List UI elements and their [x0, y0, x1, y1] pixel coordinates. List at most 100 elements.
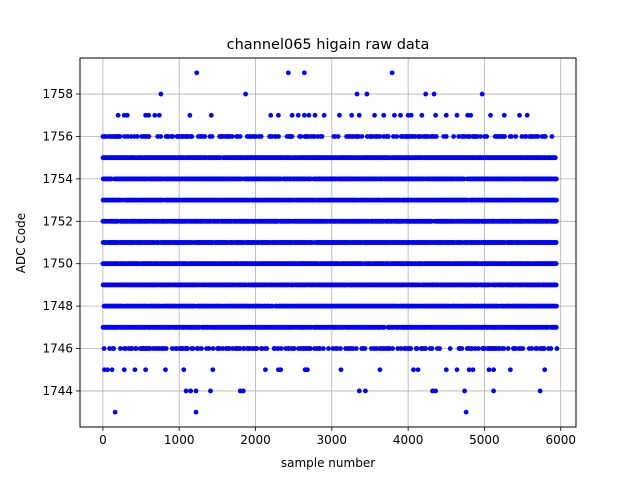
data-point — [537, 388, 543, 394]
data-point — [146, 134, 152, 139]
data-point — [517, 112, 522, 118]
data-point — [356, 112, 362, 118]
x-tick-label: 2000 — [240, 433, 271, 447]
data-point — [429, 346, 435, 351]
data-point — [101, 346, 107, 351]
y-tick-label: 1752 — [42, 214, 73, 228]
x-tick-label: 4000 — [393, 433, 424, 447]
data-point — [188, 388, 194, 394]
data-point — [553, 324, 559, 330]
y-tick-label: 1748 — [42, 299, 73, 313]
x-tick-label: 1000 — [164, 433, 195, 447]
x-tick-label: 6000 — [545, 433, 576, 447]
data-point — [411, 367, 416, 373]
data-point — [507, 367, 513, 373]
x-tick-label: 5000 — [469, 433, 500, 447]
data-point — [298, 134, 304, 139]
data-point — [479, 91, 485, 97]
data-point — [109, 367, 115, 373]
y-tick-label: 1758 — [42, 87, 73, 101]
data-point — [433, 388, 438, 394]
data-point — [258, 134, 264, 139]
data-point — [535, 134, 541, 139]
data-point — [117, 134, 123, 139]
data-point — [105, 367, 110, 373]
data-point — [158, 91, 164, 97]
y-tick-label: 1746 — [42, 342, 73, 356]
data-point — [451, 134, 457, 139]
data-point — [291, 346, 297, 351]
data-point — [337, 112, 342, 118]
data-point — [146, 112, 152, 118]
data-point — [477, 134, 483, 139]
data-point — [229, 134, 235, 139]
data-point — [338, 346, 343, 351]
data-point — [443, 112, 449, 118]
data-point — [170, 134, 176, 139]
data-point — [278, 367, 284, 373]
data-point — [319, 134, 325, 139]
data-point — [408, 112, 414, 118]
data-point — [423, 346, 429, 351]
data-point — [193, 409, 199, 415]
data-point — [263, 367, 268, 373]
data-point — [553, 282, 559, 288]
data-point — [190, 346, 196, 351]
data-point — [554, 218, 559, 224]
data-point — [354, 91, 360, 97]
data-point — [193, 388, 199, 394]
data-point — [552, 155, 558, 161]
data-point — [391, 112, 397, 118]
data-point — [163, 346, 169, 351]
data-point — [359, 134, 365, 139]
data-point — [356, 388, 362, 394]
data-point — [508, 134, 514, 139]
data-point — [377, 367, 383, 373]
data-point — [121, 367, 127, 373]
data-point — [158, 134, 164, 139]
data-point — [289, 134, 295, 139]
data-point — [488, 112, 493, 118]
data-point — [554, 197, 559, 203]
data-point — [415, 367, 421, 373]
data-point — [321, 112, 327, 118]
data-point — [134, 134, 140, 139]
data-point — [185, 346, 190, 351]
data-point — [307, 346, 313, 351]
data-point — [554, 303, 559, 309]
data-point — [362, 346, 368, 351]
data-point — [163, 367, 168, 373]
data-point — [312, 112, 318, 118]
data-point — [381, 324, 387, 330]
data-point — [289, 112, 295, 118]
data-point — [181, 367, 187, 373]
data-point — [554, 346, 560, 351]
data-point — [372, 112, 377, 118]
data-point — [549, 134, 555, 139]
data-point — [491, 388, 496, 394]
x-tick-label: 0 — [99, 433, 107, 447]
data-point — [243, 91, 248, 97]
data-point — [301, 70, 307, 76]
data-point — [431, 91, 437, 97]
data-point — [553, 176, 559, 182]
data-point — [301, 112, 307, 118]
data-point — [501, 112, 507, 118]
data-point — [486, 367, 492, 373]
data-point — [189, 134, 195, 139]
data-point — [542, 134, 548, 139]
data-point — [398, 112, 403, 118]
data-point — [194, 70, 200, 76]
data-point — [389, 70, 395, 76]
data-point — [276, 112, 281, 118]
x-axis-label: sample number — [281, 456, 375, 470]
data-point — [276, 134, 281, 139]
data-point — [454, 112, 460, 118]
data-point — [443, 134, 449, 139]
y-tick-label: 1756 — [42, 129, 73, 143]
data-point — [353, 346, 359, 351]
data-point — [443, 367, 449, 373]
data-point — [305, 367, 310, 373]
